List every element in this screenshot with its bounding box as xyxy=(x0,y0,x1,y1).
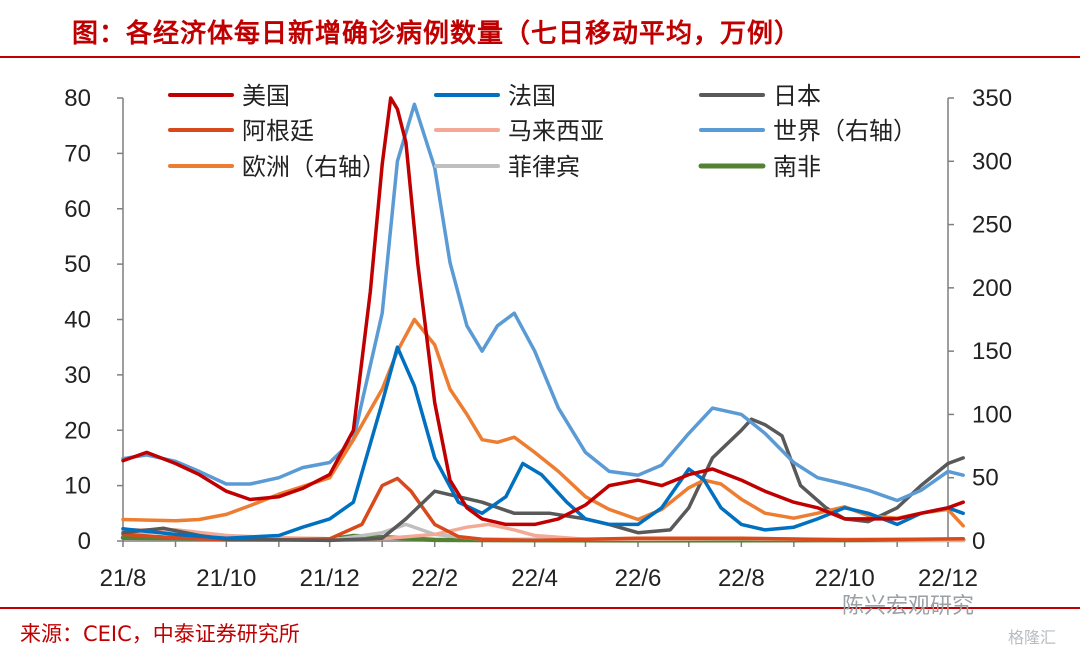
series-line xyxy=(121,317,965,528)
x-tick-label: 21/8 xyxy=(100,565,147,592)
right-tick-label: 200 xyxy=(972,275,1012,302)
x-tick-label: 22/8 xyxy=(718,565,765,592)
footer-rule xyxy=(0,607,1080,609)
right-tick-label: 300 xyxy=(972,148,1012,175)
left-tick-label: 0 xyxy=(78,528,91,555)
chart-svg: 0 10 20 30 40 50 60 70 80 0 50 100 150 200 250 300 350 21… xyxy=(64,82,1012,592)
legend-label: 菲律宾 xyxy=(508,153,580,181)
right-tick-label: 50 xyxy=(972,465,999,492)
x-tick-label: 21/12 xyxy=(300,565,360,592)
legend-label: 欧洲（右轴） xyxy=(242,153,386,181)
source-note: 来源：CEIC，中泰证券研究所 xyxy=(20,622,300,646)
x-tick-label: 22/2 xyxy=(411,565,458,592)
legend-label: 阿根廷 xyxy=(242,117,314,145)
legend-label: 美国 xyxy=(242,82,290,110)
legend-label: 日本 xyxy=(773,82,821,110)
left-tick-label: 20 xyxy=(64,417,91,444)
chart-series-group xyxy=(120,96,966,543)
watermark-wechat: 陈兴宏观研究 xyxy=(842,594,975,619)
right-tick-label: 350 xyxy=(972,85,1012,112)
right-tick-label: 0 xyxy=(972,528,985,555)
series-line xyxy=(121,102,965,503)
x-tick-label: 22/4 xyxy=(511,565,558,592)
x-tick-label: 22/12 xyxy=(918,565,978,592)
left-tick-label: 70 xyxy=(64,140,91,167)
x-tick-label: 21/10 xyxy=(196,565,256,592)
watermark-gelonghui: 格隆汇 xyxy=(1008,628,1057,647)
left-tick-label: 50 xyxy=(64,251,91,278)
left-tick-label: 30 xyxy=(64,362,91,389)
chart-axes: 0 10 20 30 40 50 60 70 80 0 50 100 150 200 250 300 350 21… xyxy=(64,85,1012,592)
title-rule xyxy=(0,56,1080,58)
chart-title: 图：各经济体每日新增确诊病例数量（七日移动平均，万例） xyxy=(72,19,802,49)
left-tick-label: 60 xyxy=(64,196,91,223)
left-tick-label: 40 xyxy=(64,307,91,334)
right-tick-label: 100 xyxy=(972,401,1012,428)
legend-label: 法国 xyxy=(508,82,556,110)
legend-label: 南非 xyxy=(773,153,821,181)
left-tick-label: 10 xyxy=(64,473,91,500)
legend-label: 马来西亚 xyxy=(508,117,604,145)
left-tick-label: 80 xyxy=(64,85,91,112)
x-tick-label: 22/10 xyxy=(815,565,875,592)
right-tick-label: 150 xyxy=(972,338,1012,365)
x-tick-label: 22/6 xyxy=(615,565,662,592)
right-tick-label: 250 xyxy=(972,212,1012,239)
legend-label: 世界（右轴） xyxy=(773,117,917,145)
series-line xyxy=(121,96,965,527)
